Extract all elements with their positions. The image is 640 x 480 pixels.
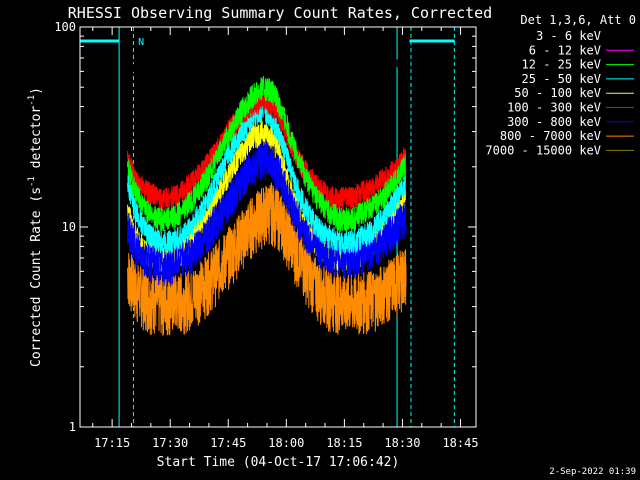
x-tick-label-1: 17:30 — [152, 436, 188, 450]
x-tick-label-5: 18:30 — [384, 436, 420, 450]
legend-label-4: 50 - 100 keV — [514, 86, 601, 100]
chart-title: RHESSI Observing Summary Count Rates, Co… — [68, 4, 492, 22]
y-axis-label: Corrected Count Rate (s-1 detector-1) — [27, 87, 44, 367]
axes: 1 10 100 17:15 17:30 17:45 18:00 18:15 18:30 18:4… — [54, 20, 478, 450]
series-3-6-kev — [127, 35, 407, 78]
series-12-25-kev — [127, 75, 407, 232]
y-tick-label-2: 100 — [54, 20, 76, 34]
legend-label-7: 800 - 7000 keV — [500, 129, 601, 143]
y-tick-label-0: 1 — [69, 420, 76, 434]
flag-label: N — [138, 37, 144, 48]
x-axis-label: Start Time (04-Oct-17 17:06:42) — [157, 455, 400, 470]
legend-label-2: 12 - 25 keV — [522, 58, 601, 72]
x-tick-label-3: 18:00 — [268, 436, 304, 450]
y-tick-label-1: 10 — [62, 220, 76, 234]
footer-timestamp: 2-Sep-2022 01:39 — [549, 467, 636, 477]
x-tick-label-0: 17:15 — [94, 436, 130, 450]
series-25-50-kev — [127, 101, 407, 255]
x-tick-label-4: 18:15 — [326, 436, 362, 450]
legend-label-0: 3 - 6 keV — [536, 29, 601, 43]
series-800-7000-kev — [127, 182, 407, 336]
legend-label-3: 25 - 50 keV — [522, 72, 601, 86]
legend-header: Det 1,3,6, Att 0 — [520, 13, 636, 27]
legend-label-1: 6 - 12 keV — [529, 43, 601, 57]
legend-label-8: 7000 - 15000 keV — [485, 143, 601, 157]
legend-label-6: 300 - 800 keV — [507, 115, 601, 129]
x-tick-label-6: 18:45 — [442, 436, 478, 450]
series-300-800-kev — [127, 141, 407, 286]
legend-label-5: 100 - 300 keV — [507, 101, 601, 115]
x-tick-label-2: 17:45 — [210, 436, 246, 450]
